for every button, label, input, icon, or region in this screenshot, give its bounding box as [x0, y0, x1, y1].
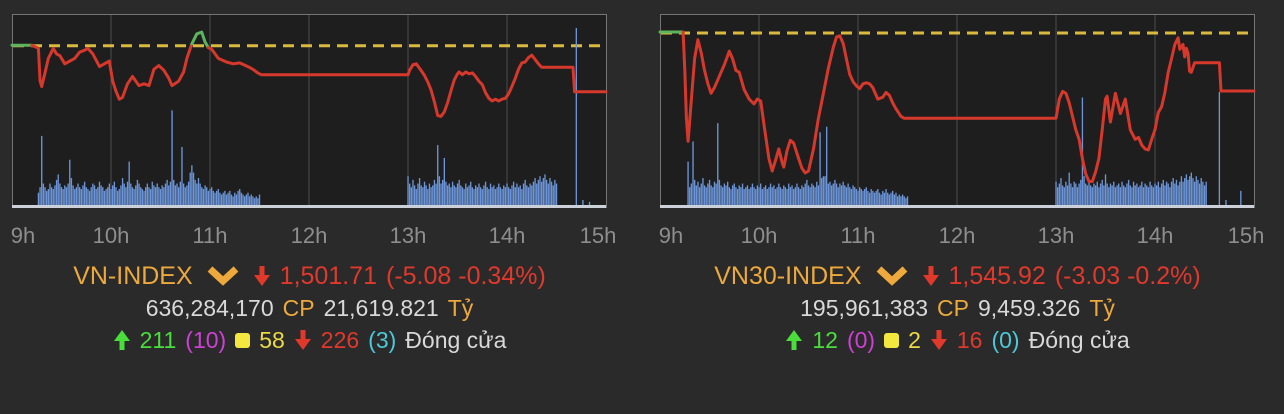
svg-text:11h: 11h	[840, 223, 875, 248]
shares-unit: CP	[282, 295, 315, 321]
svg-text:14h: 14h	[1137, 223, 1174, 248]
index-change: (-5.08 -0.34%)	[386, 262, 546, 290]
svg-text:13h: 13h	[390, 223, 427, 248]
index-price: 1,501.71	[279, 262, 377, 290]
value-traded: 9,459.326	[977, 295, 1081, 321]
advancers-count: 12	[812, 327, 838, 353]
unchanged-square-icon	[235, 332, 251, 348]
market-index-board: 9h 10h 11h 12h 13h 14h 15h VN-INDEX 1,501.71 (…	[10, 14, 1264, 356]
arrow-down-icon	[930, 328, 948, 352]
index-price: 1,545.92	[948, 262, 1046, 290]
chevron-down-icon[interactable]	[875, 265, 909, 287]
floor-count: (0)	[991, 327, 1020, 353]
arrow-up-icon	[113, 328, 131, 352]
arrow-down-icon	[253, 264, 271, 288]
shares-traded: 636,284,170	[145, 295, 274, 321]
svg-text:13h: 13h	[1038, 223, 1075, 248]
floor-count: (3)	[368, 327, 397, 353]
session-status: Đóng cửa	[1028, 327, 1130, 353]
svg-text:15h: 15h	[580, 223, 617, 248]
svg-text:12h: 12h	[291, 223, 328, 248]
vn30index-chart: 9h 10h 11h 12h 13h 14h 15h	[658, 14, 1264, 252]
vn30index-panel: 9h 10h 11h 12h 13h 14h 15h VN30-INDEX 1,545.92…	[658, 14, 1264, 356]
vnindex-chart: 9h 10h 11h 12h 13h 14h 15h	[10, 14, 616, 252]
vnindex-panel: 9h 10h 11h 12h 13h 14h 15h VN-INDEX 1,501.71 (…	[10, 14, 616, 356]
index-name: VN30-INDEX	[714, 262, 862, 290]
svg-text:12h: 12h	[939, 223, 976, 248]
chevron-down-icon[interactable]	[206, 265, 240, 287]
svg-text:9h: 9h	[11, 223, 35, 248]
ceiling-count: (10)	[185, 327, 227, 353]
arrow-down-icon	[922, 264, 940, 288]
value-unit: Tỷ	[1089, 295, 1115, 321]
svg-text:10h: 10h	[93, 223, 130, 248]
svg-text:14h: 14h	[489, 223, 526, 248]
decliners-count: 16	[956, 327, 983, 353]
index-name: VN-INDEX	[73, 262, 193, 290]
shares-unit: CP	[937, 295, 969, 321]
vnindex-stats: VN-INDEX 1,501.71 (-5.08 -0.34%) 636,284…	[12, 260, 607, 356]
vn30index-stats: VN30-INDEX 1,545.92 (-3.03 -0.2%) 195,96…	[660, 260, 1255, 356]
unchanged-count: 58	[259, 327, 285, 353]
svg-text:15h: 15h	[1228, 223, 1265, 248]
svg-text:10h: 10h	[741, 223, 778, 248]
unchanged-count: 2	[908, 327, 921, 353]
svg-text:11h: 11h	[192, 223, 227, 248]
value-unit: Tỷ	[447, 295, 474, 321]
arrow-up-icon	[785, 328, 803, 352]
ceiling-count: (0)	[846, 327, 876, 353]
shares-traded: 195,961,383	[800, 295, 929, 321]
session-status: Đóng cửa	[405, 327, 507, 353]
arrow-down-icon	[294, 328, 312, 352]
decliners-count: 226	[320, 327, 360, 353]
index-change: (-3.03 -0.2%)	[1054, 262, 1201, 290]
svg-text:9h: 9h	[659, 223, 683, 248]
value-traded: 21,619.821	[323, 295, 439, 321]
advancers-count: 211	[139, 327, 177, 353]
unchanged-square-icon	[884, 332, 900, 348]
